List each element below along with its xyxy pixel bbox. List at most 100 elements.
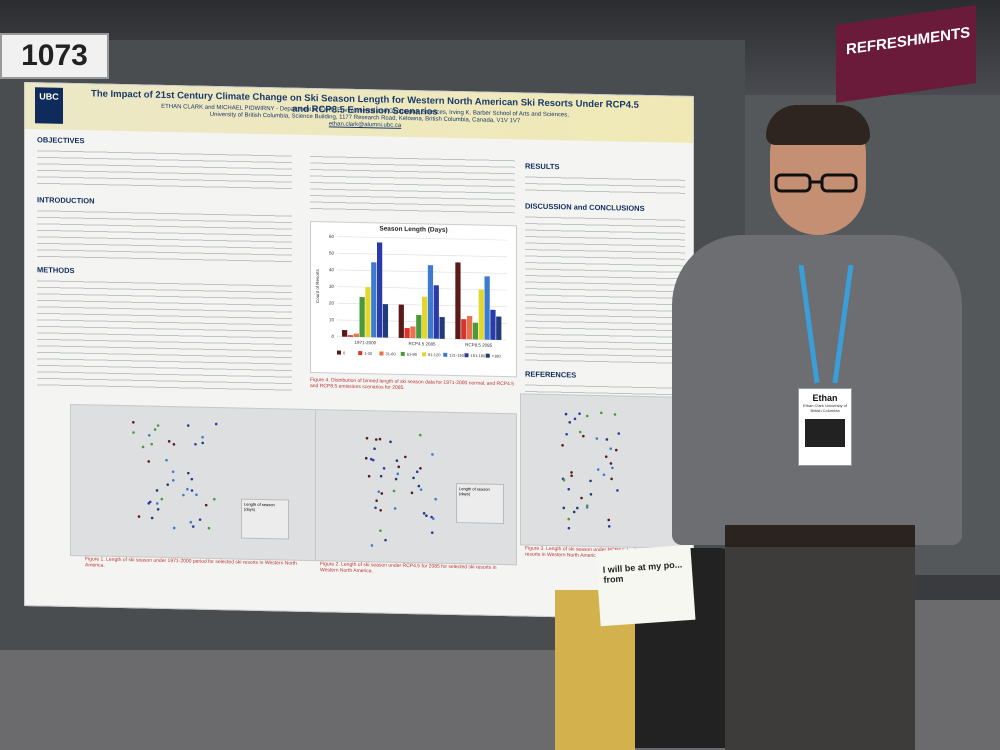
resort-dot	[147, 460, 151, 463]
legend-swatch	[400, 351, 405, 356]
resort-dot	[137, 515, 141, 518]
resort-dot	[364, 456, 368, 460]
resort-dot	[189, 520, 193, 524]
bar	[382, 304, 389, 338]
resort-dot	[422, 512, 426, 515]
legend-label: 121-150	[449, 353, 464, 358]
resort-dot	[410, 491, 414, 495]
resort-dot	[155, 489, 159, 492]
chart-canvas: 0 10 20 30 40 50 60 Count of Resorts 1971-2000 RC…	[315, 234, 507, 359]
resort-dot	[589, 493, 593, 496]
results-text	[525, 173, 685, 199]
resort-dot	[373, 447, 376, 451]
bar	[461, 319, 467, 340]
legend-label: 61-90	[407, 352, 418, 357]
discussion-heading: DISCUSSION and CONCLUSIONS	[525, 201, 645, 213]
resort-dot	[596, 468, 600, 471]
bar	[353, 333, 359, 338]
resort-dot	[561, 444, 564, 447]
resort-dot	[607, 518, 611, 522]
bar	[496, 316, 502, 341]
bar	[422, 296, 428, 339]
x-tick-label: RCP8.5 2085	[465, 342, 493, 348]
objectives-text	[37, 147, 292, 193]
resort-dot	[201, 441, 204, 445]
legend-label: 0	[343, 350, 346, 355]
resort-dot	[573, 417, 577, 421]
y-tick-label: 50	[329, 251, 335, 256]
person-pants	[725, 535, 915, 750]
legend-label: 91-120	[428, 352, 441, 357]
resort-dot	[374, 438, 378, 441]
y-tick-label: 30	[329, 284, 335, 289]
resort-dot	[614, 448, 618, 452]
resort-dot	[166, 483, 170, 487]
resort-dot	[580, 496, 583, 500]
legend-label: >180	[492, 353, 502, 358]
resort-dot	[595, 437, 599, 440]
resort-dot	[585, 414, 589, 418]
resort-dot	[616, 489, 619, 492]
resort-dot	[576, 506, 579, 510]
resort-dot	[570, 471, 573, 474]
resort-dot	[186, 424, 190, 427]
resort-dot	[195, 493, 198, 497]
resort-dot	[147, 434, 151, 437]
resort-dot	[609, 447, 613, 450]
resort-dot	[417, 484, 421, 488]
resort-dot	[570, 474, 573, 478]
bar	[467, 315, 473, 340]
resort-dot	[599, 411, 603, 415]
resort-dot	[131, 420, 135, 424]
results-heading: RESULTS	[525, 161, 560, 172]
map-1-dots	[131, 420, 218, 530]
resort-dot	[434, 497, 437, 501]
resort-dot	[567, 517, 571, 521]
resort-dot	[602, 473, 606, 477]
gridline	[337, 269, 507, 274]
resort-dot	[404, 455, 407, 459]
methods-text	[37, 277, 292, 393]
person-belt	[725, 525, 915, 547]
resort-dot	[367, 474, 371, 478]
resort-dot	[419, 467, 422, 470]
map-2-legend: Length of season (days)	[456, 483, 504, 525]
resort-dot	[578, 430, 582, 434]
bar	[404, 327, 410, 339]
discussion-text	[525, 213, 685, 367]
resort-dot	[187, 471, 190, 475]
resort-dot	[562, 478, 566, 482]
legend-swatch	[485, 353, 490, 358]
y-tick-label: 20	[329, 301, 335, 306]
resort-dot	[395, 459, 399, 462]
resort-dot	[190, 477, 194, 481]
resort-dot	[172, 526, 176, 530]
x-tick-label: RCP4.5 2085	[408, 341, 436, 347]
chart-caption: Figure 4. Distribution of binned length …	[310, 376, 515, 391]
references-heading: REFERENCES	[525, 369, 577, 380]
bar	[484, 276, 490, 340]
legend-swatch	[358, 351, 363, 356]
resort-dot	[572, 510, 576, 514]
resort-dot	[380, 492, 384, 495]
resort-dot	[379, 529, 382, 532]
y-tick-label: 40	[329, 267, 335, 272]
badge-name: Ethan	[812, 393, 838, 403]
legend-swatch	[422, 352, 426, 357]
resort-dot	[132, 431, 135, 434]
legend-swatch	[464, 353, 469, 358]
gridline	[337, 286, 507, 291]
resort-dot	[379, 474, 383, 478]
resort-dot	[582, 434, 585, 438]
legend-label: 151-180	[471, 353, 486, 358]
resort-dot	[394, 477, 398, 481]
research-poster: UBC The Impact of 21st Century Climate C…	[24, 82, 694, 621]
resort-dot	[610, 477, 613, 481]
resort-dot	[207, 526, 211, 530]
badge-graphic	[805, 419, 845, 447]
bar	[433, 285, 439, 339]
resort-dot	[382, 466, 386, 470]
lanyard	[798, 265, 854, 384]
resort-dot	[419, 488, 423, 491]
resort-dot	[172, 443, 176, 446]
